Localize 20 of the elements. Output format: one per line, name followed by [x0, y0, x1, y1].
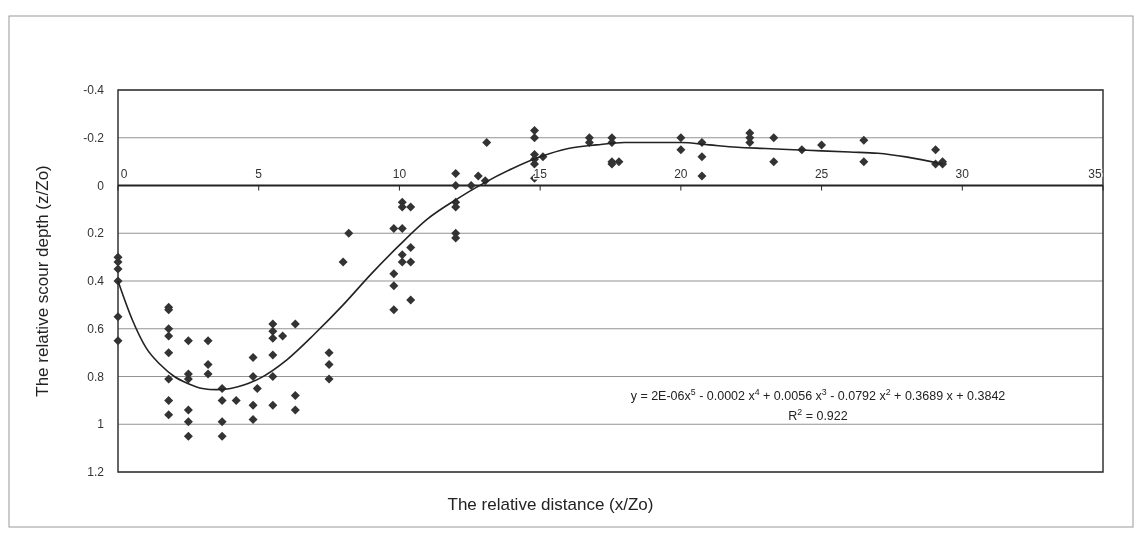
- y-tick-label: 0.6: [87, 321, 105, 336]
- text: y = 2E-06x$^{5}$ - 0.0002 x$^{4}$ + 0.0056 x$^{3}$ - 0.0792 x$^{2}$ + 0.3689 x + 0.3842: [630, 387, 1006, 403]
- x-tick-label: 0: [120, 166, 128, 181]
- y-tick-label: 0.4: [87, 274, 105, 288]
- y-tick-label: -0.4: [83, 83, 105, 97]
- y-tick-label: -0.2: [83, 130, 105, 145]
- y-tick-label: 0.8: [87, 369, 105, 384]
- y-tick-label: 1: [97, 417, 105, 432]
- annotation: R$^{2}$ = 0.922: [788, 407, 848, 423]
- y-tick-label: 0.2: [87, 226, 105, 241]
- y-axis-title: The relative scour depth (z/Zo): [33, 165, 52, 397]
- x-tick-label: 5: [255, 166, 263, 181]
- x-tick-label: 20: [674, 166, 688, 181]
- y-tick-label: 0: [97, 178, 105, 193]
- x-axis-title: The relative distance (x/Zo): [447, 495, 654, 514]
- x-tick-label: 25: [814, 166, 829, 181]
- y-tick-label: 1.2: [87, 465, 105, 479]
- x-tick-label: 10: [392, 166, 407, 181]
- x-tick-label: 35: [1088, 166, 1102, 181]
- x-tick-label: 30: [955, 166, 970, 181]
